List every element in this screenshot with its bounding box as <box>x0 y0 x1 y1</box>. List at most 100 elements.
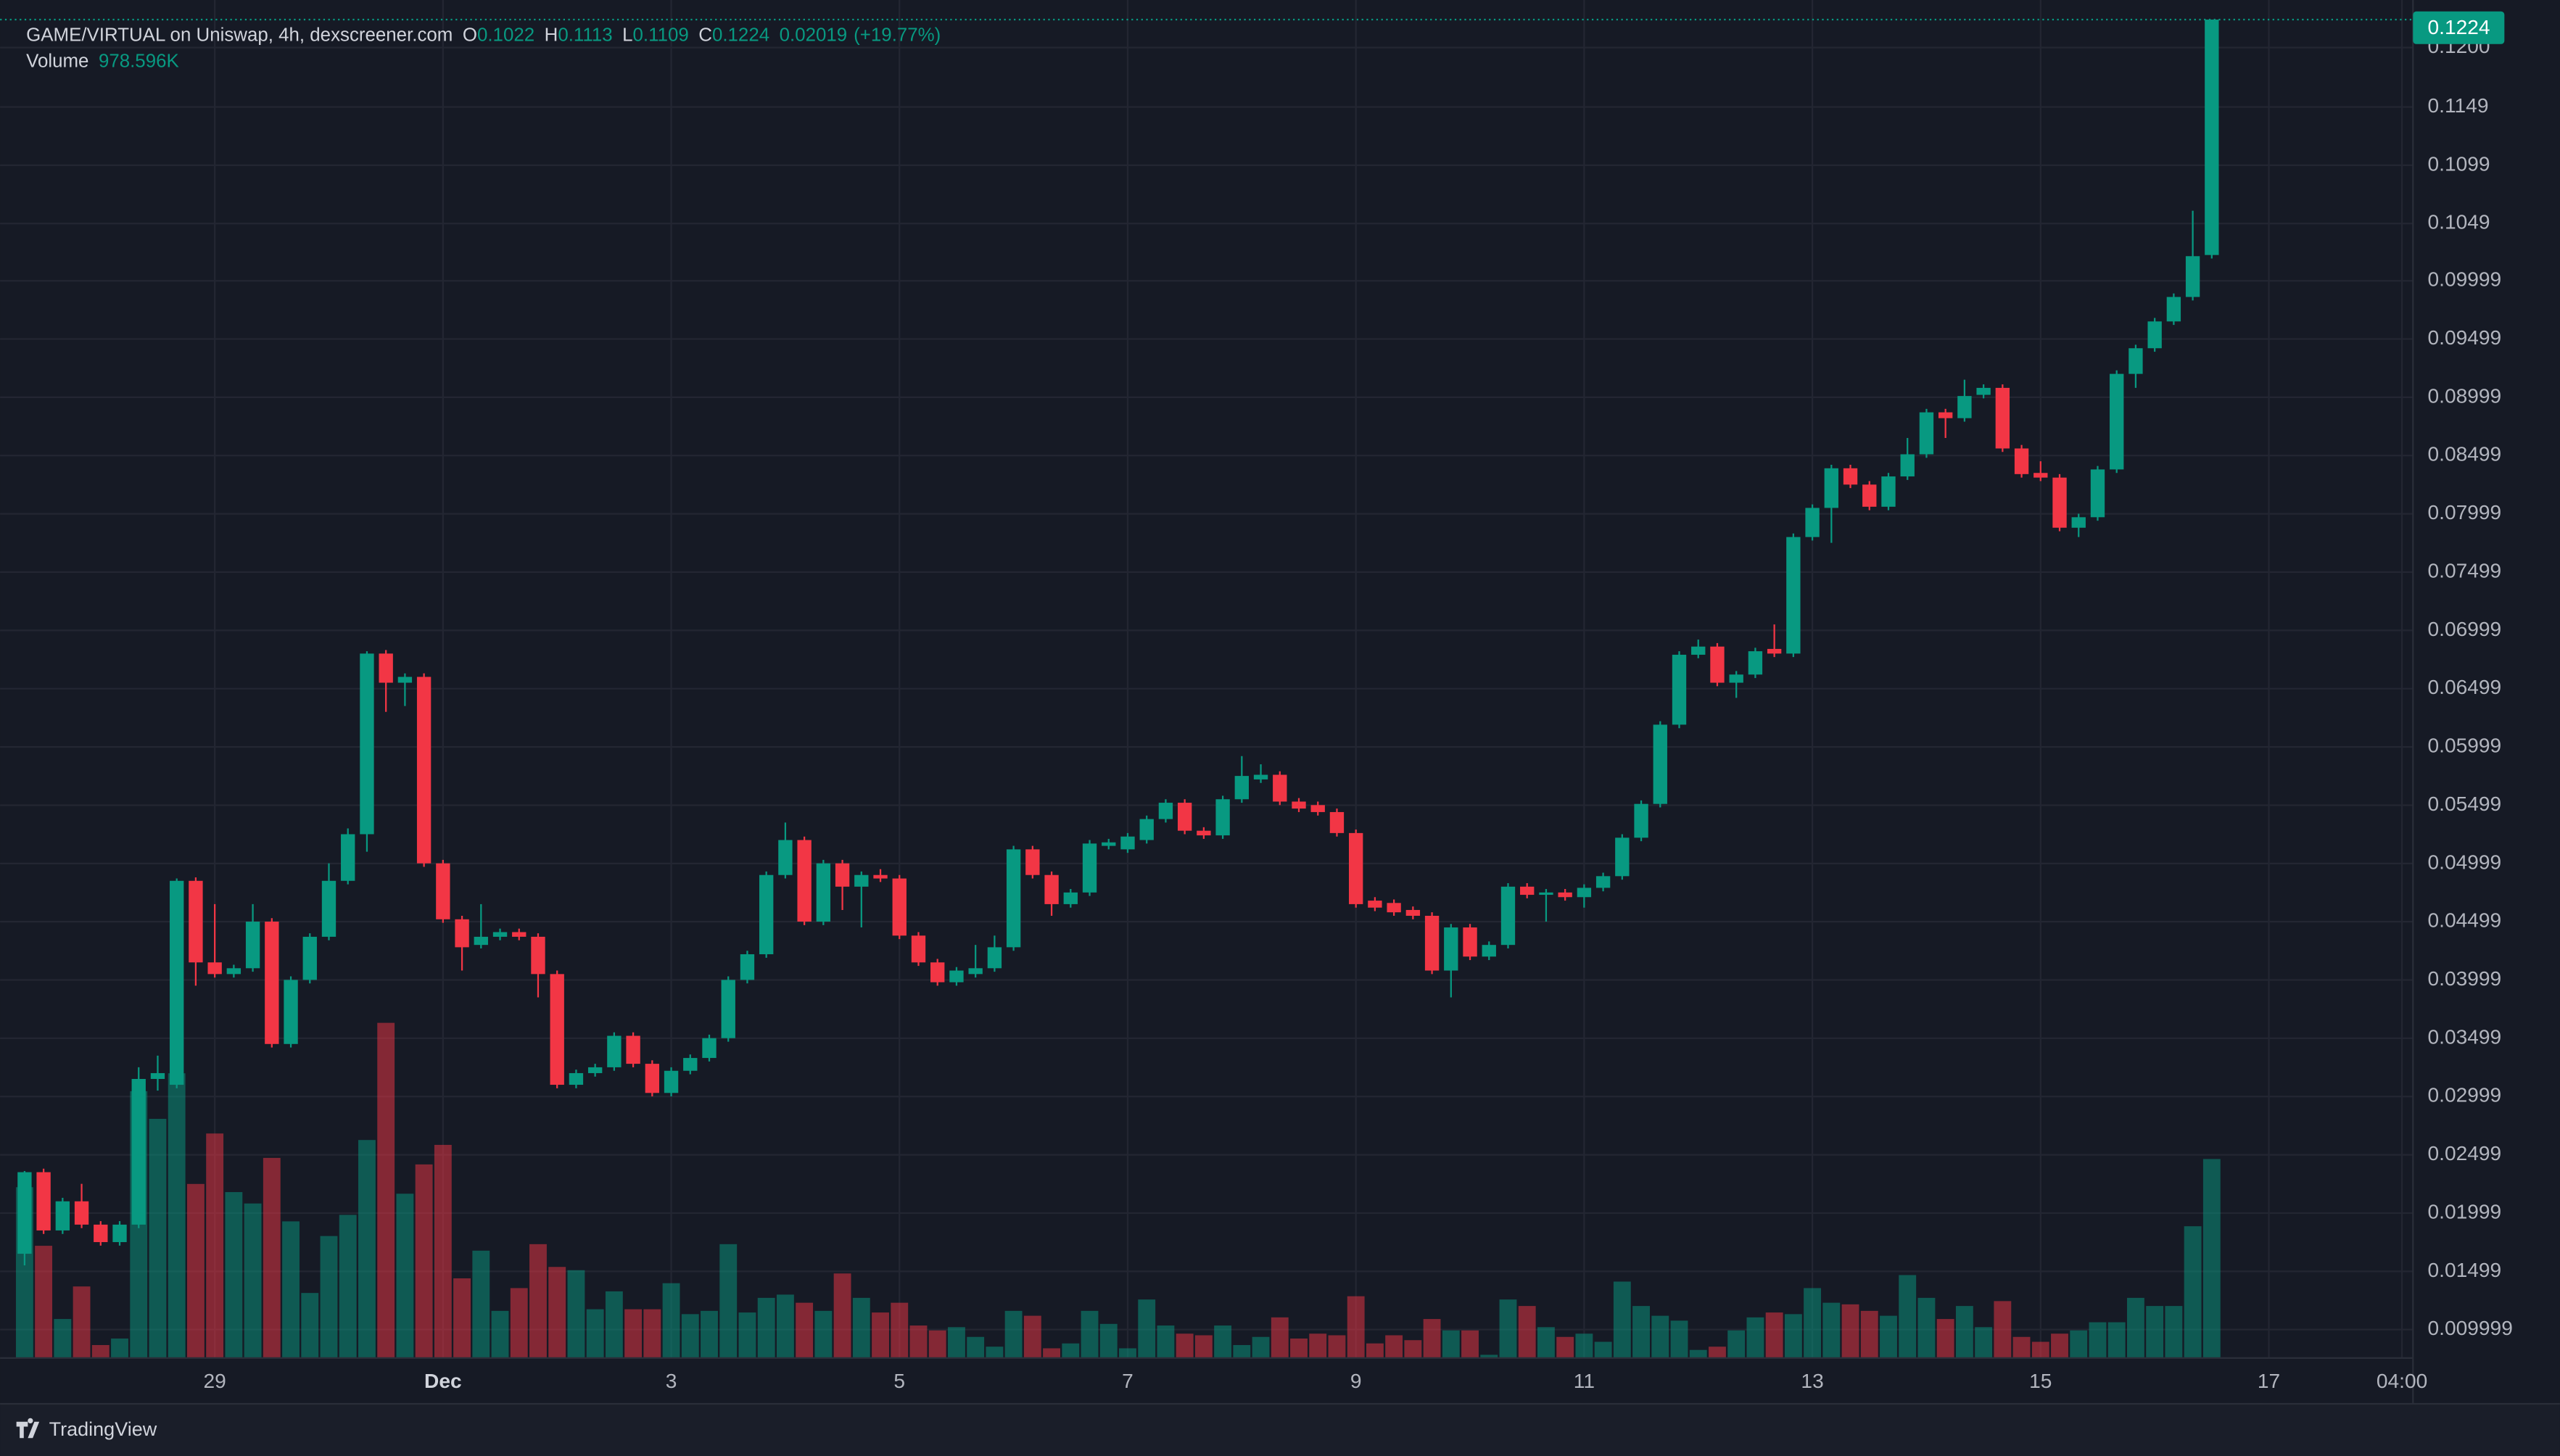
candle-body <box>1710 646 1725 683</box>
candle-body <box>1310 805 1325 812</box>
candle-body <box>1444 927 1458 971</box>
volume-bar <box>1252 1336 1270 1358</box>
candle-body <box>321 880 336 937</box>
volume-bar <box>301 1293 319 1358</box>
candle-body <box>1805 508 1820 537</box>
volume-bar <box>54 1319 72 1358</box>
candle-body <box>892 878 907 936</box>
candle-body <box>1691 646 1706 655</box>
volume-bar <box>1860 1310 1878 1358</box>
volume-bar <box>1004 1310 1023 1358</box>
volume-bar <box>833 1273 851 1358</box>
candle-body <box>587 1067 603 1073</box>
volume-bar <box>282 1221 300 1358</box>
volume-bar <box>1442 1330 1460 1358</box>
candle-body <box>1044 874 1059 904</box>
y-tick-label: 0.05999 <box>2428 735 2502 757</box>
candle-body <box>854 874 869 887</box>
candle-body <box>949 970 964 983</box>
candle-body <box>94 1224 108 1243</box>
candle-body <box>1786 537 1801 654</box>
volume-bar <box>1841 1304 1859 1358</box>
volume-bar <box>1804 1288 1822 1358</box>
volume-bar <box>396 1194 414 1358</box>
candle-body <box>2033 473 2048 478</box>
volume-bar <box>1651 1315 1669 1358</box>
volume-bar <box>967 1336 985 1358</box>
candle-body <box>873 874 888 879</box>
volume-bar <box>1765 1312 1783 1358</box>
volume-bar <box>1955 1306 1973 1358</box>
volume-bar <box>1936 1319 1954 1358</box>
volume-bar <box>73 1286 91 1358</box>
volume-bar <box>263 1157 281 1358</box>
candle-body <box>987 947 1002 969</box>
price-tag <box>2413 11 2505 44</box>
y-tick-label: 0.06999 <box>2428 618 2502 640</box>
candle-body <box>474 936 488 946</box>
volume-bar <box>91 1344 110 1358</box>
candle-body <box>1976 387 1991 395</box>
volume-bar <box>1746 1317 1764 1358</box>
candle-body <box>2205 20 2219 255</box>
volume-bar <box>1499 1299 1517 1358</box>
volume-bar <box>1366 1343 1384 1358</box>
volume-bar <box>1632 1306 1650 1358</box>
volume-bar <box>510 1288 528 1358</box>
volume-bar <box>719 1244 738 1358</box>
volume-bar <box>186 1183 205 1358</box>
volume-bar <box>1822 1302 1841 1358</box>
candle-body <box>1102 842 1116 846</box>
volume-bar <box>1023 1315 1041 1358</box>
x-tick-label: 17 <box>2258 1370 2280 1392</box>
x-tick-label: 13 <box>1801 1370 1823 1392</box>
volume-bar <box>225 1192 243 1358</box>
volume-bar <box>415 1164 433 1358</box>
volume-bar <box>1899 1275 1917 1358</box>
y-tick-label: 0.1149 <box>2428 94 2489 117</box>
candle-body <box>1368 901 1382 908</box>
high-value: 0.1113 <box>558 25 612 45</box>
volume-bar <box>852 1297 870 1358</box>
candle-body <box>1653 724 1667 804</box>
candle-body <box>17 1172 32 1254</box>
candle-body <box>569 1072 584 1085</box>
candle-body <box>645 1064 660 1093</box>
candle-body <box>2071 517 2086 528</box>
candle-body <box>1900 454 1915 477</box>
y-tick-label: 0.03499 <box>2428 1025 2502 1048</box>
candle-body <box>1063 892 1078 904</box>
volume-bar <box>168 1073 186 1358</box>
volume-bar <box>1784 1314 1802 1358</box>
candle-layer <box>17 20 2219 1266</box>
candle-body <box>550 974 564 1085</box>
y-tick-label: 0.08499 <box>2428 443 2502 466</box>
candle-body <box>2185 256 2200 297</box>
volume-bar <box>909 1325 928 1358</box>
volume-bar <box>1613 1281 1631 1358</box>
volume-bar <box>738 1312 756 1358</box>
candle-body <box>1025 849 1040 875</box>
candle-body <box>607 1035 622 1067</box>
y-tick-label: 0.07999 <box>2428 501 2502 524</box>
candle-body <box>341 834 355 881</box>
volume-bar <box>2202 1159 2221 1358</box>
y-tick-label: 0.01999 <box>2428 1200 2502 1223</box>
candle-body <box>55 1201 70 1230</box>
volume-bar <box>1518 1306 1536 1358</box>
candle-body <box>1234 776 1250 800</box>
y-tick-label: 0.1049 <box>2428 211 2490 233</box>
volume-bar <box>1537 1327 1555 1358</box>
volume-bar <box>1233 1344 1251 1358</box>
x-tick-label: 3 <box>666 1370 677 1392</box>
candle-body <box>1729 674 1743 683</box>
volume-bar <box>776 1294 794 1358</box>
x-tick-label: 15 <box>2029 1370 2052 1392</box>
volume-bar <box>2146 1306 2164 1358</box>
candle-body <box>1634 803 1648 838</box>
candle-body <box>778 840 793 875</box>
candle-body <box>759 874 774 955</box>
volume-bar <box>1575 1333 1593 1358</box>
candle-body <box>721 980 735 1038</box>
volume-bar <box>1062 1343 1080 1358</box>
